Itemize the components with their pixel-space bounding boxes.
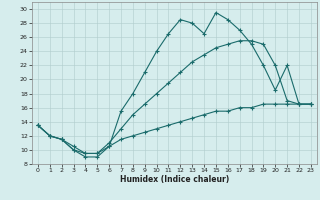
X-axis label: Humidex (Indice chaleur): Humidex (Indice chaleur)	[120, 175, 229, 184]
